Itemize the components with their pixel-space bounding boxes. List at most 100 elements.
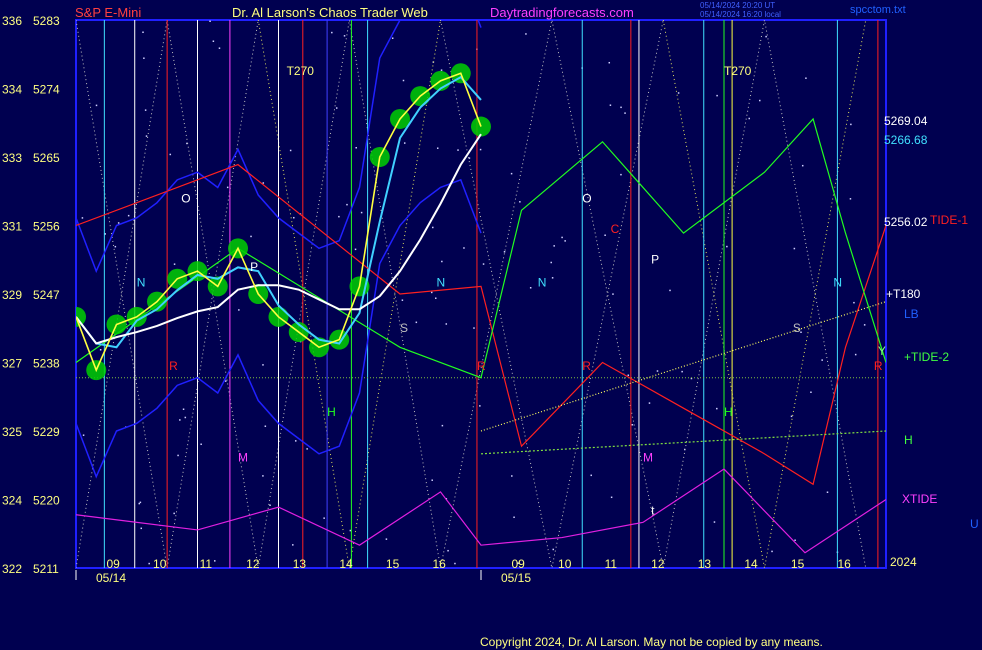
right-label: U [970,517,979,531]
tide1-line [76,163,886,486]
star-dot [482,263,485,265]
star-dot [608,61,611,64]
star-dot [114,245,117,248]
x-date-label: 05/14 [96,571,126,585]
star-dot [759,99,761,102]
y-price-tick-label: 5265 [33,151,60,165]
star-dot [620,106,622,109]
x-hour-tick-label: 14 [744,557,758,571]
copyright-notice: Copyright 2024, Dr. Al Larson. May not b… [480,635,823,649]
y-outer-tick-label: 327 [2,357,22,371]
star-dot [468,157,471,159]
star-dot [323,517,325,519]
annotation-letter: S [793,321,801,335]
star-dot [148,562,150,565]
annotation-letter: R [874,359,883,373]
star-dot [609,104,612,106]
annotation-letter: N [833,275,842,289]
star-dot [200,443,202,446]
star-dot [553,245,555,247]
annotation-letter: S [400,321,408,335]
annotation-letter: N [137,275,146,289]
star-dot [143,57,145,59]
x-date-label: 05/15 [501,571,531,585]
x-hour-tick-label: 11 [605,557,618,571]
star-dot [463,247,465,249]
y-outer-tick-label: 325 [2,425,22,439]
star-dot [385,538,388,540]
star-dot [552,548,555,551]
y-price-tick-label: 5220 [33,494,60,508]
x-hour-tick-label: 10 [558,557,572,571]
star-dot [794,539,796,541]
star-dot [138,502,140,505]
star-dot [142,31,144,34]
star-dot [610,496,613,499]
star-dot [99,349,102,351]
star-dot [182,408,185,410]
annotation-letter: N [538,275,547,289]
data-filename: spcctom.txt [850,4,906,16]
star-dot [269,504,271,507]
star-dot [177,454,179,457]
star-dot [810,391,812,393]
star-dot [186,142,188,145]
star-dot [564,240,566,242]
annotation-letter: Y [878,344,886,358]
right-label: H [904,433,913,447]
star-dot [95,104,98,107]
x-hour-tick-label: 13 [293,557,307,571]
star-dot [517,562,520,564]
star-dot [179,419,181,421]
x-hour-tick-label: 10 [153,557,167,571]
star-dot [716,407,718,410]
star-dot [510,172,513,175]
star-dot [511,475,513,477]
x-hour-tick-label: 15 [791,557,805,571]
tide2-line [76,117,886,379]
right-label: 5256.02 [884,215,928,229]
star-dot [473,327,475,329]
right-label: LB [904,307,919,321]
star-dot [648,402,651,404]
star-dot [620,173,622,176]
right-label: 5266.68 [884,133,928,147]
y-price-tick-label: 5238 [33,357,60,371]
star-dot [590,474,592,477]
star-dot [853,301,855,304]
annotation-letter: R [477,359,486,373]
vertical-time-lines [103,20,879,568]
star-dot [771,550,773,553]
star-dot [631,424,634,426]
annotation-letter: H [724,405,733,419]
star-dot [435,297,437,299]
y-outer-tick-label: 333 [2,151,22,165]
x-hour-tick-label: 11 [200,557,213,571]
star-dot [440,69,443,71]
star-dot [140,527,143,530]
star-dot [863,324,866,326]
star-dot [212,40,215,42]
star-dot [81,217,84,219]
star-dot [292,544,294,546]
star-dot [117,222,120,224]
y-price-tick-label: 5274 [33,83,60,97]
annotation-letter: C [611,222,620,236]
y-outer-tick-label: 336 [2,14,22,28]
annotation-letter: R [582,359,591,373]
x-hour-tick-label: 12 [246,557,260,571]
upper-band-line [76,20,482,274]
lower-band-line [76,178,482,479]
website-link[interactable]: Daytradingforecasts.com [490,5,634,20]
star-dot [503,251,506,253]
star-dot [264,425,267,427]
star-dot [850,123,852,126]
annotation-letter: O [582,192,591,206]
slow-ma-line [76,133,482,345]
star-dot [209,20,211,22]
star-dot [238,309,240,311]
star-dot [184,416,187,419]
time-grid-diagonals [76,20,867,568]
star-dot [335,107,338,109]
star-dot [293,216,295,219]
